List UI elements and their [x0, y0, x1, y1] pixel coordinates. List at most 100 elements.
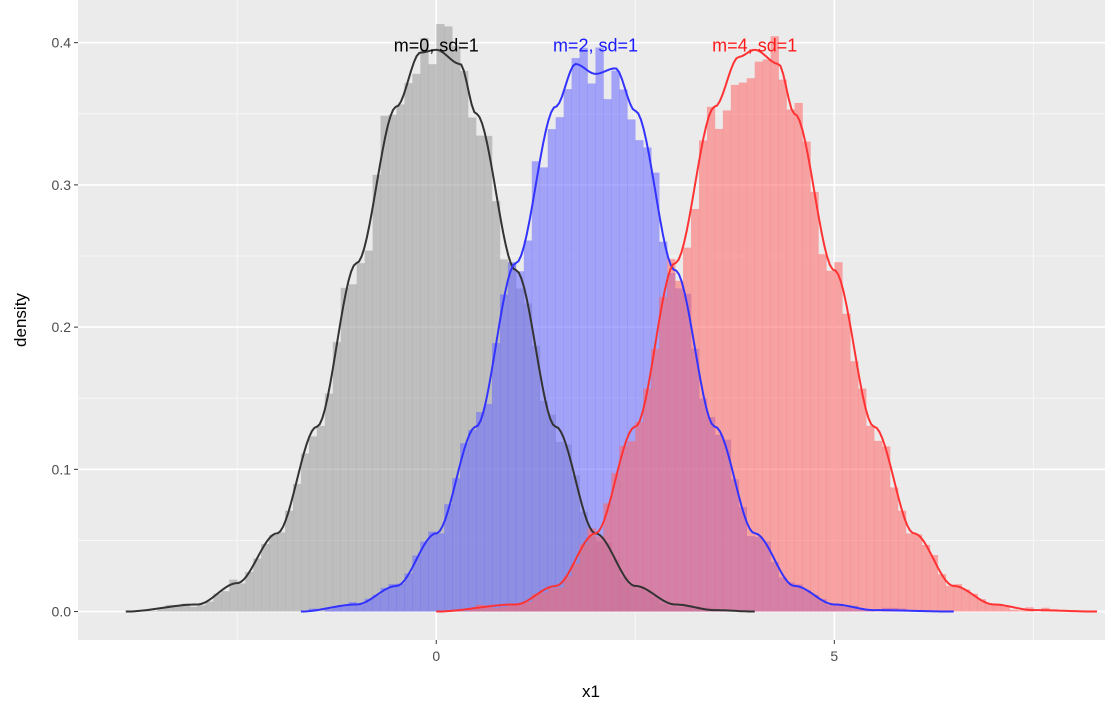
histogram-layer — [141, 24, 1066, 612]
histogram-bar-series-2 — [754, 61, 763, 612]
histogram-bar-series-0 — [308, 436, 318, 612]
histogram-bar-series-1 — [340, 606, 349, 612]
histogram-bar-series-0 — [404, 83, 413, 612]
histogram-bar-series-1 — [555, 117, 564, 612]
histogram-bar-series-2 — [762, 59, 771, 612]
density-curve-layer — [125, 48, 1098, 613]
histogram-bar-series-1 — [507, 262, 517, 612]
histogram-bar-series-0 — [253, 558, 262, 612]
histogram-bar-series-2 — [675, 280, 684, 612]
histogram-bar-series-2 — [659, 296, 668, 612]
histogram-bar-series-0 — [300, 453, 310, 612]
histogram-bar-series-2 — [937, 574, 947, 612]
histogram-bar-series-2 — [818, 254, 827, 612]
histogram-bar-series-2 — [802, 141, 811, 612]
histogram-bar-series-1 — [476, 412, 485, 612]
histogram-bar-series-2 — [714, 128, 724, 612]
histogram-bar-series-2 — [611, 473, 620, 612]
histogram-bar-series-2 — [905, 533, 915, 612]
density-curve-series-2 — [436, 48, 1098, 613]
histogram-bar-series-0 — [149, 610, 158, 612]
histogram-bar-series-2 — [579, 544, 588, 612]
histogram-bar-series-2 — [945, 585, 955, 612]
density-curve-series-1 — [300, 62, 954, 613]
histogram-bar-series-1 — [603, 99, 612, 612]
histogram-bar-series-2 — [706, 106, 716, 612]
series-annotation-2: m=4, sd=1 — [712, 36, 797, 56]
histogram-bar-series-2 — [850, 361, 859, 612]
histogram-bar-series-2 — [913, 534, 923, 612]
histogram-bar-series-2 — [468, 609, 477, 612]
histogram-bar-series-1 — [452, 478, 461, 612]
histogram-bar-series-0 — [436, 24, 445, 612]
histogram-bar-series-1 — [611, 70, 620, 612]
x-axis-title: x1 — [582, 682, 600, 701]
histogram-bar-series-2 — [523, 601, 533, 612]
histogram-bar-series-1 — [332, 606, 342, 612]
histogram-bar-series-0 — [476, 135, 485, 612]
histogram-bar-series-2 — [635, 421, 644, 612]
histogram-bar-series-1 — [348, 602, 357, 612]
histogram-bar-series-1 — [460, 443, 469, 612]
histogram-bar-series-1 — [643, 147, 652, 612]
histogram-bar-series-0 — [181, 603, 190, 612]
histogram-bar-series-0 — [388, 114, 397, 612]
y-tick-label: 0.3 — [52, 177, 72, 193]
histogram-bar-series-1 — [619, 89, 628, 612]
histogram-bar-series-0 — [316, 425, 326, 612]
histogram-bar-series-2 — [698, 140, 708, 612]
histogram-bar-series-0 — [452, 45, 461, 612]
histogram-bar-series-2 — [683, 247, 692, 612]
histogram-bar-series-0 — [484, 135, 493, 612]
histogram-bar-series-2 — [730, 84, 740, 612]
histogram-bar-series-1 — [491, 343, 501, 612]
histogram-bar-series-2 — [651, 348, 660, 612]
histogram-bar-series-1 — [364, 598, 373, 612]
histogram-bar-series-2 — [1009, 609, 1018, 612]
y-tick-label: 0.1 — [52, 461, 72, 477]
histogram-bar-series-1 — [563, 89, 572, 612]
series-annotation-1: m=2, sd=1 — [553, 36, 638, 56]
histogram-bar-series-2 — [587, 528, 596, 612]
histogram-bar-series-2 — [507, 605, 517, 612]
histogram-bar-series-0 — [460, 70, 469, 612]
y-tick-label: 0.2 — [52, 319, 72, 335]
histogram-bar-series-2 — [722, 110, 732, 612]
histogram-bar-series-2 — [874, 440, 883, 612]
histogram-bar-series-0 — [428, 64, 437, 612]
histogram-bar-series-1 — [404, 573, 413, 612]
histogram-bar-series-2 — [882, 446, 891, 612]
histogram-bar-series-2 — [794, 102, 803, 612]
histogram-bar-series-2 — [555, 587, 564, 612]
y-axis-title: density — [11, 293, 30, 347]
histogram-bar-series-1 — [579, 47, 588, 612]
histogram-bar-series-2 — [499, 606, 509, 612]
histogram-bar-series-0 — [245, 571, 254, 612]
histogram-bar-series-0 — [277, 532, 286, 612]
histogram-bar-series-0 — [444, 26, 453, 612]
histogram-bar-series-0 — [396, 104, 405, 612]
series-annotation-0: m=0, sd=1 — [394, 36, 479, 56]
histogram-bar-series-1 — [396, 583, 405, 612]
histogram-bar-series-2 — [993, 603, 1002, 612]
histogram-bar-series-2 — [595, 536, 604, 612]
histogram-bar-series-0 — [229, 579, 238, 612]
histogram-bar-series-2 — [977, 599, 986, 612]
histogram-bar-series-2 — [1001, 606, 1010, 612]
histogram-bar-series-1 — [595, 47, 604, 612]
histogram-bar-series-2 — [539, 592, 549, 612]
histogram-bar-series-2 — [786, 109, 795, 612]
histogram-bar-series-2 — [738, 82, 748, 612]
histogram-bar-series-2 — [921, 544, 931, 612]
histogram-bar-series-1 — [372, 594, 381, 612]
histogram-bar-series-0 — [332, 342, 342, 612]
histogram-bar-series-2 — [627, 441, 636, 612]
histogram-bar-series-1 — [515, 271, 525, 612]
histogram-bar-series-0 — [157, 607, 166, 612]
histogram-bar-series-0 — [292, 483, 302, 612]
histogram-bar-series-1 — [428, 531, 437, 612]
histogram-bar-series-2 — [826, 270, 835, 612]
histogram-bar-series-2 — [969, 593, 978, 612]
histogram-bar-series-2 — [484, 605, 493, 612]
